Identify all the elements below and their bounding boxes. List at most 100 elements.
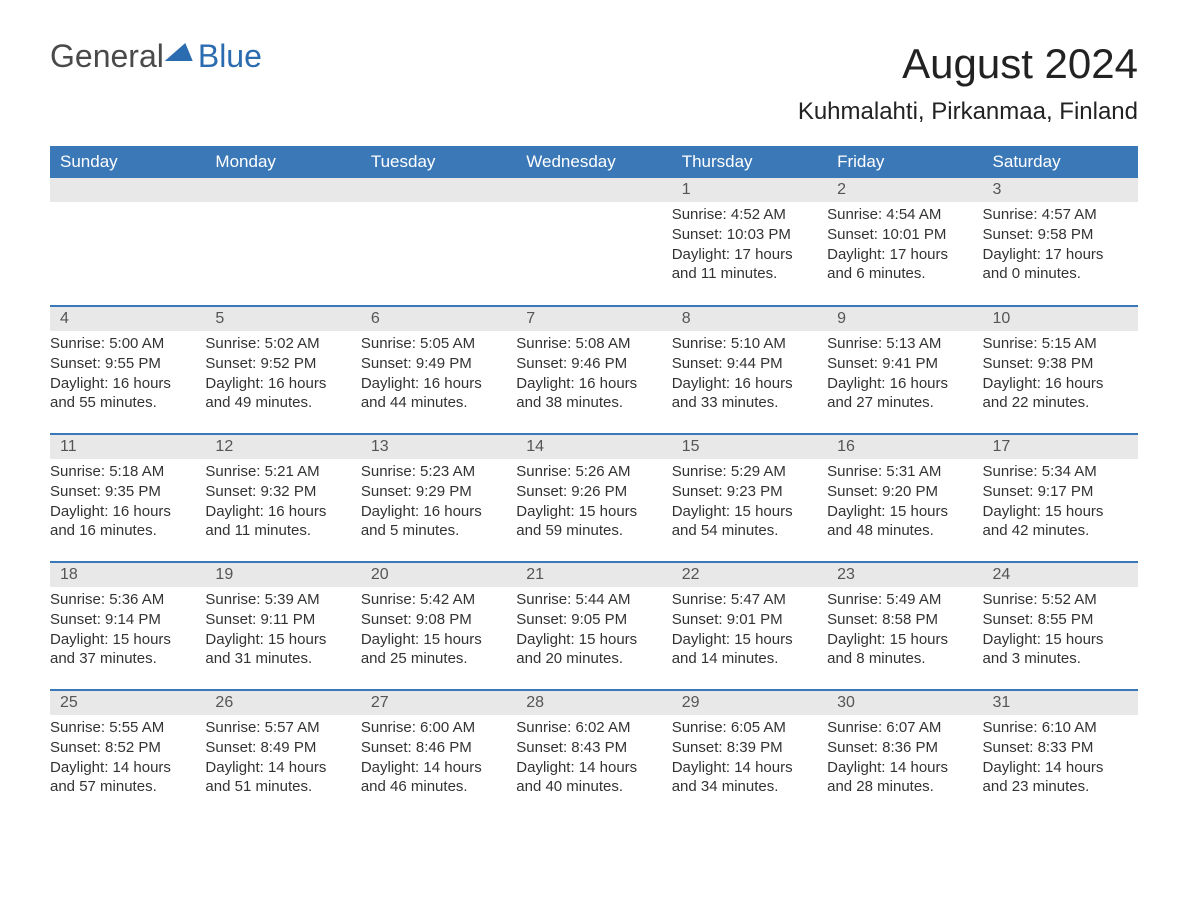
sunrise-text: Sunrise: 6:00 AM [361, 719, 514, 738]
day-number: 10 [983, 307, 1138, 331]
day-cell: 7Sunrise: 5:08 AMSunset: 9:46 PMDaylight… [516, 306, 671, 434]
day-number: 19 [205, 563, 360, 587]
daylight-line2: and 51 minutes. [205, 778, 358, 797]
daylight-line1: Daylight: 15 hours [983, 503, 1136, 522]
sunset-text: Sunset: 8:33 PM [983, 739, 1136, 758]
day-details: Sunrise: 5:49 AMSunset: 8:58 PMDaylight:… [827, 587, 982, 674]
sunrise-text: Sunrise: 6:07 AM [827, 719, 980, 738]
daylight-line2: and 20 minutes. [516, 650, 669, 669]
day-details: Sunrise: 5:55 AMSunset: 8:52 PMDaylight:… [50, 715, 205, 802]
day-cell: 12Sunrise: 5:21 AMSunset: 9:32 PMDayligh… [205, 434, 360, 562]
daylight-line2: and 27 minutes. [827, 394, 980, 413]
title-month: August 2024 [798, 40, 1138, 88]
daylight-line2: and 38 minutes. [516, 394, 669, 413]
daylight-line2: and 37 minutes. [50, 650, 203, 669]
day-cell: 29Sunrise: 6:05 AMSunset: 8:39 PMDayligh… [672, 690, 827, 818]
sunrise-text: Sunrise: 5:13 AM [827, 335, 980, 354]
sunrise-text: Sunrise: 5:21 AM [205, 463, 358, 482]
sunset-text: Sunset: 9:17 PM [983, 483, 1136, 502]
day-number: 8 [672, 307, 827, 331]
sunrise-text: Sunrise: 6:10 AM [983, 719, 1136, 738]
daylight-line2: and 42 minutes. [983, 522, 1136, 541]
sunset-text: Sunset: 9:44 PM [672, 355, 825, 374]
sunset-text: Sunset: 9:58 PM [983, 226, 1136, 245]
daylight-line2: and 34 minutes. [672, 778, 825, 797]
day-number: 25 [50, 691, 205, 715]
day-details: Sunrise: 5:00 AMSunset: 9:55 PMDaylight:… [50, 331, 205, 418]
daylight-line1: Daylight: 14 hours [516, 759, 669, 778]
daylight-line1: Daylight: 16 hours [516, 375, 669, 394]
sunrise-text: Sunrise: 5:05 AM [361, 335, 514, 354]
daylight-line2: and 25 minutes. [361, 650, 514, 669]
daylight-line1: Daylight: 16 hours [50, 375, 203, 394]
day-cell: 2Sunrise: 4:54 AMSunset: 10:01 PMDayligh… [827, 178, 982, 306]
sunrise-text: Sunrise: 6:05 AM [672, 719, 825, 738]
sunrise-text: Sunrise: 5:36 AM [50, 591, 203, 610]
day-cell: 5Sunrise: 5:02 AMSunset: 9:52 PMDaylight… [205, 306, 360, 434]
day-number: 1 [672, 178, 827, 202]
week-row: 1Sunrise: 4:52 AMSunset: 10:03 PMDayligh… [50, 178, 1138, 306]
sunrise-text: Sunrise: 5:02 AM [205, 335, 358, 354]
daylight-line1: Daylight: 16 hours [205, 503, 358, 522]
day-number: 6 [361, 307, 516, 331]
day-cell: 31Sunrise: 6:10 AMSunset: 8:33 PMDayligh… [983, 690, 1138, 818]
sunrise-text: Sunrise: 5:47 AM [672, 591, 825, 610]
day-details: Sunrise: 5:02 AMSunset: 9:52 PMDaylight:… [205, 331, 360, 418]
day-number: 31 [983, 691, 1138, 715]
daylight-line1: Daylight: 16 hours [827, 375, 980, 394]
day-details: Sunrise: 5:21 AMSunset: 9:32 PMDaylight:… [205, 459, 360, 546]
day-details: Sunrise: 6:05 AMSunset: 8:39 PMDaylight:… [672, 715, 827, 802]
daylight-line1: Daylight: 16 hours [672, 375, 825, 394]
daylight-line1: Daylight: 15 hours [516, 631, 669, 650]
daylight-line2: and 49 minutes. [205, 394, 358, 413]
sunrise-text: Sunrise: 4:54 AM [827, 206, 980, 225]
daylight-line2: and 59 minutes. [516, 522, 669, 541]
daylight-line1: Daylight: 16 hours [983, 375, 1136, 394]
sunrise-text: Sunrise: 4:57 AM [983, 206, 1136, 225]
sunset-text: Sunset: 10:03 PM [672, 226, 825, 245]
week-row: 25Sunrise: 5:55 AMSunset: 8:52 PMDayligh… [50, 690, 1138, 818]
sunset-text: Sunset: 8:39 PM [672, 739, 825, 758]
day-number: 27 [361, 691, 516, 715]
day-number: 20 [361, 563, 516, 587]
daylight-line1: Daylight: 15 hours [672, 503, 825, 522]
day-details: Sunrise: 5:44 AMSunset: 9:05 PMDaylight:… [516, 587, 671, 674]
daylight-line2: and 28 minutes. [827, 778, 980, 797]
daylight-line2: and 46 minutes. [361, 778, 514, 797]
sunset-text: Sunset: 8:55 PM [983, 611, 1136, 630]
sunset-text: Sunset: 10:01 PM [827, 226, 980, 245]
day-details: Sunrise: 5:39 AMSunset: 9:11 PMDaylight:… [205, 587, 360, 674]
week-row: 11Sunrise: 5:18 AMSunset: 9:35 PMDayligh… [50, 434, 1138, 562]
sunrise-text: Sunrise: 5:26 AM [516, 463, 669, 482]
day-header: Thursday [672, 146, 827, 178]
sunrise-text: Sunrise: 5:31 AM [827, 463, 980, 482]
day-cell: 10Sunrise: 5:15 AMSunset: 9:38 PMDayligh… [983, 306, 1138, 434]
daylight-line1: Daylight: 15 hours [827, 503, 980, 522]
day-number: 22 [672, 563, 827, 587]
day-cell: 26Sunrise: 5:57 AMSunset: 8:49 PMDayligh… [205, 690, 360, 818]
daylight-line1: Daylight: 16 hours [361, 503, 514, 522]
day-number: 30 [827, 691, 982, 715]
daylight-line2: and 5 minutes. [361, 522, 514, 541]
day-details: Sunrise: 5:08 AMSunset: 9:46 PMDaylight:… [516, 331, 671, 418]
day-cell: 15Sunrise: 5:29 AMSunset: 9:23 PMDayligh… [672, 434, 827, 562]
day-number: 3 [983, 178, 1138, 202]
title-location: Kuhmalahti, Pirkanmaa, Finland [798, 98, 1138, 126]
day-details: Sunrise: 5:26 AMSunset: 9:26 PMDaylight:… [516, 459, 671, 546]
day-cell: 21Sunrise: 5:44 AMSunset: 9:05 PMDayligh… [516, 562, 671, 690]
day-number: 16 [827, 435, 982, 459]
sunset-text: Sunset: 9:11 PM [205, 611, 358, 630]
daylight-line2: and 31 minutes. [205, 650, 358, 669]
sunset-text: Sunset: 9:23 PM [672, 483, 825, 502]
sunset-text: Sunset: 8:58 PM [827, 611, 980, 630]
sunset-text: Sunset: 9:55 PM [50, 355, 203, 374]
sunrise-text: Sunrise: 5:23 AM [361, 463, 514, 482]
sunrise-text: Sunrise: 5:29 AM [672, 463, 825, 482]
logo-triangle-icon [165, 43, 200, 61]
day-number: 12 [205, 435, 360, 459]
sunset-text: Sunset: 8:49 PM [205, 739, 358, 758]
day-cell: 18Sunrise: 5:36 AMSunset: 9:14 PMDayligh… [50, 562, 205, 690]
day-cell: 8Sunrise: 5:10 AMSunset: 9:44 PMDaylight… [672, 306, 827, 434]
sunrise-text: Sunrise: 5:49 AM [827, 591, 980, 610]
day-details: Sunrise: 6:10 AMSunset: 8:33 PMDaylight:… [983, 715, 1138, 802]
